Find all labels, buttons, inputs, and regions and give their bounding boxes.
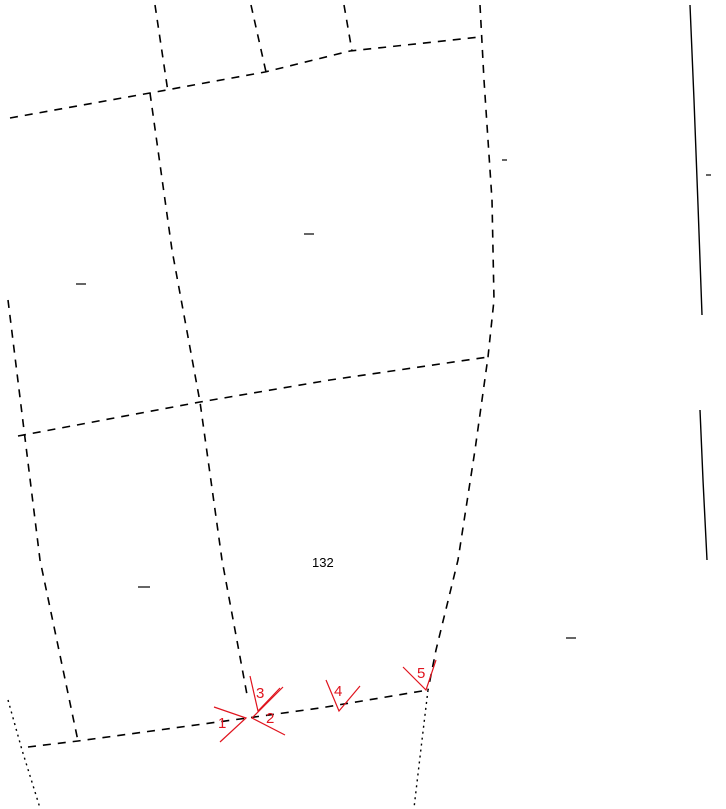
marker-2[interactable]: 2	[250, 686, 286, 736]
marker-4[interactable]: 4	[325, 679, 361, 713]
marker-1-chevron	[213, 706, 248, 743]
marker-2-chevron	[250, 686, 286, 736]
boundary-far-east-upper	[689, 4, 703, 316]
marker-3-chevron	[249, 675, 281, 713]
marker-5-label: 5	[417, 665, 425, 682]
parcel-boundaries	[7, 4, 708, 809]
marker-5-chevron	[402, 659, 437, 692]
parcel-number-label: 132	[312, 555, 334, 570]
map-specks	[76, 159, 711, 639]
marker-1[interactable]: 1	[213, 706, 248, 743]
boundary-north-stub-1	[154, 4, 169, 93]
marker-3[interactable]: 3	[249, 675, 281, 713]
boundary-far-east-lower	[699, 409, 708, 561]
marker-4-label: 4	[334, 683, 342, 700]
marker-3-label: 3	[256, 685, 264, 702]
marker-4-chevron	[325, 679, 361, 713]
boundary-top-edge	[9, 36, 481, 119]
marker-5[interactable]: 5	[402, 659, 437, 692]
boundary-north-stub-2	[250, 4, 267, 73]
boundary-bottom-edge	[27, 689, 429, 748]
survey-markers: 1 2 3 4 5	[213, 659, 437, 743]
boundary-east-curve	[427, 4, 495, 691]
boundary-east-dotted	[413, 689, 429, 809]
boundary-mid-edge	[17, 356, 489, 437]
boundary-southwest-dotted	[7, 699, 41, 809]
marker-2-label: 2	[266, 710, 274, 727]
marker-1-label: 1	[218, 715, 226, 732]
boundary-inner-vertical	[149, 92, 249, 701]
boundary-north-stub-3	[343, 4, 353, 52]
boundary-left-edge	[7, 299, 79, 742]
